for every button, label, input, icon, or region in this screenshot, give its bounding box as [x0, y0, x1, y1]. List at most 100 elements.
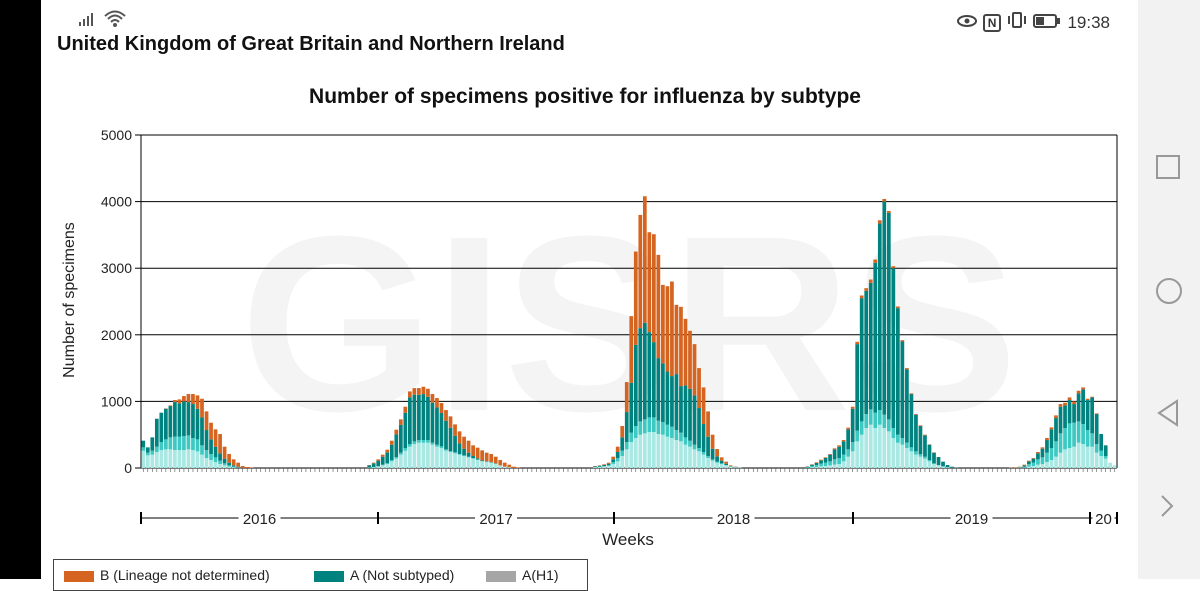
bar-segment: [869, 425, 873, 468]
bar-segment: [869, 283, 873, 410]
bar-segment: [679, 386, 683, 433]
bar-segment: [1068, 400, 1072, 423]
bar-segment: [901, 445, 905, 468]
bar-segment: [223, 459, 227, 464]
bar-segment: [1063, 449, 1067, 468]
bar-segment: [408, 397, 412, 444]
recent-apps-button[interactable]: [1155, 154, 1181, 180]
bar-segment: [178, 450, 182, 468]
bar-segment: [688, 441, 692, 447]
bar-segment: [910, 393, 914, 394]
bar-segment: [684, 319, 688, 386]
bar-segment: [873, 260, 877, 263]
bar-segment: [828, 455, 832, 462]
bar-segment: [413, 388, 417, 395]
bar-segment: [458, 443, 462, 454]
bar-segment: [1099, 451, 1103, 456]
bar-segment: [905, 443, 909, 448]
bar-segment: [887, 211, 891, 213]
bar-segment: [155, 419, 159, 447]
bar-segment: [706, 456, 710, 458]
bar-segment: [611, 462, 615, 464]
bar-segment: [458, 455, 462, 468]
bar-segment: [815, 467, 819, 468]
bar-segment: [1027, 461, 1031, 462]
bar-segment: [638, 421, 642, 434]
home-button[interactable]: [1155, 277, 1183, 305]
bar-segment: [864, 414, 868, 428]
legend: B (Lineage not determined) A (Not subtyp…: [53, 559, 588, 591]
bar-segment: [824, 457, 828, 458]
bar-segment: [413, 395, 417, 442]
bar-segment: [647, 432, 651, 468]
bar-segment: [399, 419, 403, 424]
bar-segment: [462, 455, 466, 456]
bar-segment: [715, 449, 719, 456]
bar-segment: [372, 467, 376, 468]
bar-segment: [1090, 397, 1094, 398]
bar-segment: [417, 443, 421, 468]
y-tick-label: 2000: [101, 327, 132, 343]
bar-segment: [946, 467, 950, 468]
bar-segment: [1095, 444, 1099, 453]
bar-segment: [661, 285, 665, 364]
bar-segment: [643, 323, 647, 420]
bar-segment: [422, 443, 426, 468]
y-axis-title: Number of specimens: [61, 222, 78, 378]
bar-segment: [155, 447, 159, 452]
page-heading: United Kingdom of Great Britain and Nort…: [57, 33, 565, 56]
bar-segment: [602, 467, 606, 468]
bar-segment: [413, 444, 417, 468]
bar-segment: [693, 445, 697, 450]
bar-segment: [426, 443, 430, 468]
bar-segment: [891, 428, 895, 438]
bar-segment: [150, 455, 154, 468]
bar-segment: [146, 453, 150, 456]
chevron-right-icon[interactable]: [1158, 494, 1176, 518]
back-button[interactable]: [1155, 399, 1181, 427]
bar-segment: [901, 340, 905, 341]
bar-segment: [629, 442, 633, 468]
bar-segment: [164, 409, 168, 440]
bar-segment: [697, 448, 701, 451]
bar-segment: [625, 442, 629, 449]
bar-segment: [1045, 440, 1049, 453]
bar-segment: [625, 382, 629, 412]
bar-segment: [1086, 400, 1090, 430]
bar-segment: [833, 449, 837, 459]
bar-segment: [620, 426, 624, 437]
bar-segment: [815, 462, 819, 463]
bar-segment: [901, 341, 905, 438]
bar-segment: [919, 454, 923, 457]
bar-segment: [182, 401, 186, 436]
bar-segment: [611, 459, 615, 462]
bar-segment: [449, 428, 453, 451]
bar-segment: [1018, 467, 1022, 468]
bar-segment: [1041, 449, 1045, 458]
bar-segment: [932, 464, 936, 468]
bar-segment: [1090, 397, 1094, 433]
bar-segment: [950, 467, 954, 468]
bar-segment: [815, 463, 819, 465]
bar-segment: [652, 417, 656, 432]
bar-segment: [873, 263, 877, 413]
bar-segment: [200, 455, 204, 468]
bar-segment: [1036, 459, 1040, 464]
bar-segment: [896, 307, 900, 309]
year-label: 20: [1095, 511, 1112, 528]
bar-segment: [1104, 445, 1108, 456]
bar-segment: [399, 453, 403, 455]
bar-segment: [376, 459, 380, 460]
bar-segment: [882, 199, 886, 202]
bar-segment: [855, 342, 859, 344]
bar-segment: [928, 461, 932, 468]
bar-segment: [937, 457, 941, 465]
bar-segment: [422, 387, 426, 394]
bar-segment: [376, 466, 380, 467]
bar-segment: [1041, 457, 1045, 464]
bar-segment: [141, 441, 145, 448]
bar-segment: [679, 441, 683, 468]
bar-segment: [169, 405, 173, 406]
bar-segment: [214, 447, 218, 458]
bar-segment: [819, 464, 823, 467]
